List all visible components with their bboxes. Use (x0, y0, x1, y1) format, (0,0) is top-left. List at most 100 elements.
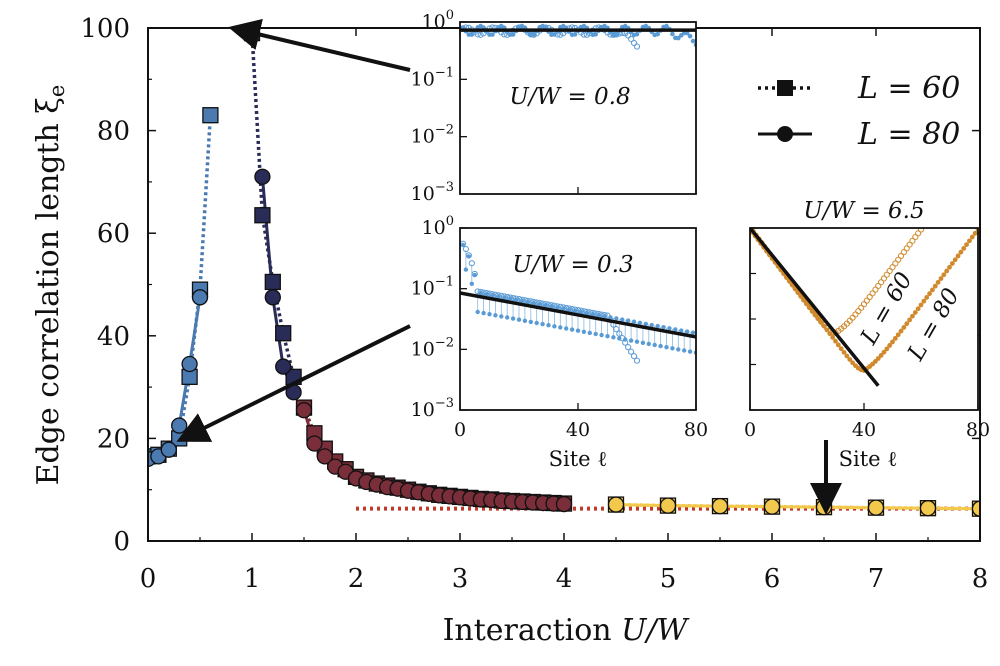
y-tick-label: 60 (97, 219, 130, 249)
tick-exponent: −1 (435, 65, 454, 80)
inset-point-l80 (469, 281, 474, 286)
inset-point-l80 (833, 338, 838, 344)
inset-point-l80 (676, 347, 681, 352)
inset-point-l80 (938, 276, 944, 281)
inset-point-l60 (477, 288, 484, 296)
inset-point-l80 (649, 322, 654, 328)
inset-point-l80 (634, 339, 640, 344)
inset-x-tick-label: 0 (454, 419, 466, 441)
x-tick-label: 6 (764, 564, 781, 594)
inset-point-l60 (554, 303, 561, 310)
data-point-l80 (867, 499, 885, 516)
inset-point-l80 (522, 318, 528, 324)
inset-y-tick-label: 10−1 (411, 275, 454, 300)
inset-point-l80 (972, 230, 978, 236)
inset-point-l80 (895, 332, 901, 338)
inset-point-l80 (927, 291, 932, 297)
inset-point-l80 (599, 332, 604, 338)
data-point-l80 (295, 402, 313, 419)
inset-point-l60 (622, 339, 629, 346)
inset-point-l80 (670, 346, 675, 351)
data-point-l80 (264, 289, 281, 306)
tick-base: 10 (422, 11, 446, 33)
inset-point-l60 (545, 301, 552, 308)
inset-point-l60 (613, 31, 620, 38)
x-tick-label: 3 (452, 564, 469, 594)
data-point-l60 (202, 107, 219, 124)
inset-point-l60 (471, 270, 478, 278)
legend: L = 60 L = 80 (758, 71, 960, 152)
inset-point-l80 (481, 310, 486, 316)
inset-point-l60 (468, 260, 475, 267)
tick-exponent: 0 (446, 214, 454, 229)
x-axis-label: Interaction U/W (443, 613, 690, 648)
inset-point-l60 (530, 31, 537, 38)
inset-point-l60 (509, 294, 517, 302)
inset-point-l60 (512, 295, 520, 302)
inset-point-l80 (558, 325, 563, 330)
inset-point-l80 (490, 32, 495, 37)
inset-point-l80 (955, 253, 961, 259)
inset-point-l80 (907, 317, 912, 323)
tick-base: 10 (411, 399, 435, 421)
inset-point-l80 (469, 32, 475, 37)
tick-base: 10 (422, 217, 446, 239)
inset-point-l60 (557, 31, 564, 38)
inset-point-l60 (583, 308, 590, 315)
tick-exponent: 0 (446, 8, 454, 23)
inset-point-l60 (577, 307, 585, 314)
tick-exponent: −2 (435, 123, 454, 138)
data-point-l80 (191, 289, 209, 306)
x-tick-label: 1 (244, 564, 261, 594)
inset-point-l60 (539, 300, 546, 307)
inset-point-l60 (477, 31, 484, 38)
inset-fit-line (750, 228, 880, 387)
inset-y-tick-label: 10−1 (411, 65, 454, 90)
inset-point-l80 (510, 316, 516, 321)
inset-point-l80 (918, 302, 924, 308)
inset-point-l60 (595, 310, 602, 318)
inset-point-l60 (536, 299, 543, 307)
inset-point-l80 (835, 342, 841, 348)
inset-point-l80 (830, 335, 836, 340)
x-tick-label: 4 (556, 564, 573, 594)
inset-point-l80 (493, 313, 498, 318)
inset-point-l60 (628, 35, 635, 43)
inset-point-l80 (921, 298, 927, 304)
inset-point-l60 (625, 344, 632, 351)
inset-point-l80 (844, 353, 850, 359)
inset-point-l60 (563, 304, 570, 312)
inset-point-l80 (499, 314, 504, 319)
inset-point-l80 (664, 345, 669, 350)
inset-u08-annotation: U/W = 0.8 (509, 84, 630, 110)
inset-point-l60 (580, 308, 588, 315)
inset-point-l80 (941, 272, 947, 278)
data-point-l80 (711, 497, 729, 515)
arrow-to-u08-point (228, 18, 411, 72)
inset-point-l80 (682, 348, 687, 353)
inset-point-l60 (566, 305, 573, 312)
data-point-l60 (254, 207, 271, 224)
inset-point-l60 (574, 307, 582, 314)
inset-point-l60 (598, 311, 605, 318)
data-point-l80 (919, 500, 937, 517)
data-point-l80 (306, 435, 323, 452)
data-point-l80 (181, 355, 198, 373)
inset-point-l80 (643, 321, 649, 327)
main-y-tick-labels: 0 20 40 60 80 100 (80, 14, 130, 557)
inset-point-l80 (684, 30, 690, 36)
inset-point-l80 (658, 343, 663, 349)
inset-point-l80 (912, 310, 918, 315)
inset-point-l60 (633, 357, 641, 364)
inset-point-l60 (527, 298, 534, 305)
inset-point-l80 (887, 343, 893, 348)
x-tick-label: 2 (348, 564, 365, 594)
data-point-l80 (316, 448, 333, 465)
inset-x-tick-label: 40 (566, 419, 590, 441)
inset-point-l80 (841, 349, 847, 355)
inset-x-tick-label: 80 (966, 419, 990, 441)
data-point-l80 (971, 500, 980, 517)
